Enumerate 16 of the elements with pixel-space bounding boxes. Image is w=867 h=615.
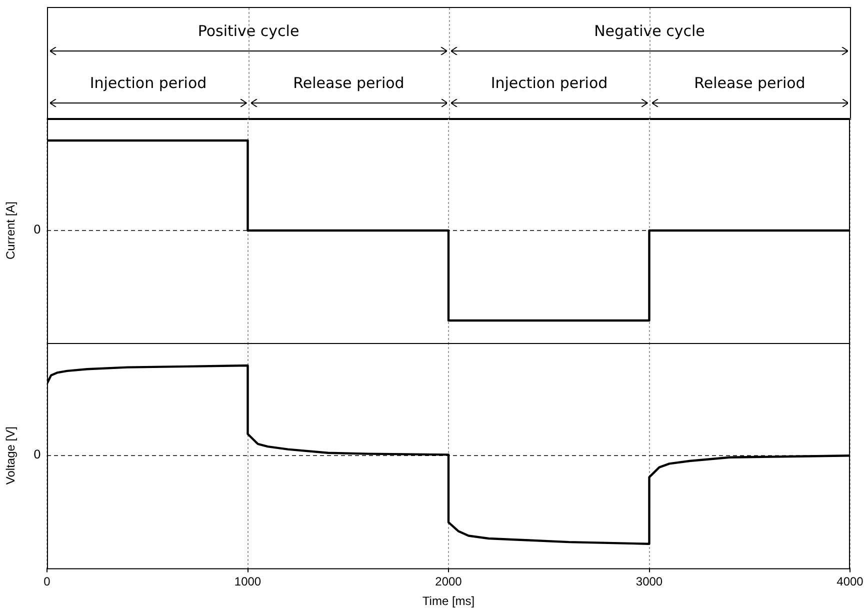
text: Injection period — [88, 74, 208, 92]
text: Release period — [693, 74, 806, 92]
ref-line-label: 0 — [33, 222, 41, 237]
text: Release period — [292, 74, 406, 92]
text: Injection period — [490, 74, 609, 92]
x-tick-label: 2000 — [435, 574, 462, 589]
y-axis-title: Voltage [V] — [4, 426, 18, 485]
ref-line-label: 0 — [33, 448, 41, 462]
x-axis-title: Time [ms] — [422, 594, 475, 608]
y-axis-title: Current [A] — [4, 201, 18, 260]
x-tick-label: 0 — [44, 574, 51, 589]
x-tick-label: 4000 — [836, 574, 864, 589]
x-tick-label: 1000 — [234, 574, 262, 589]
text: Negative cycle — [593, 22, 706, 40]
text: Positive cycle — [196, 22, 300, 40]
x-tick-label: 3000 — [636, 574, 663, 589]
